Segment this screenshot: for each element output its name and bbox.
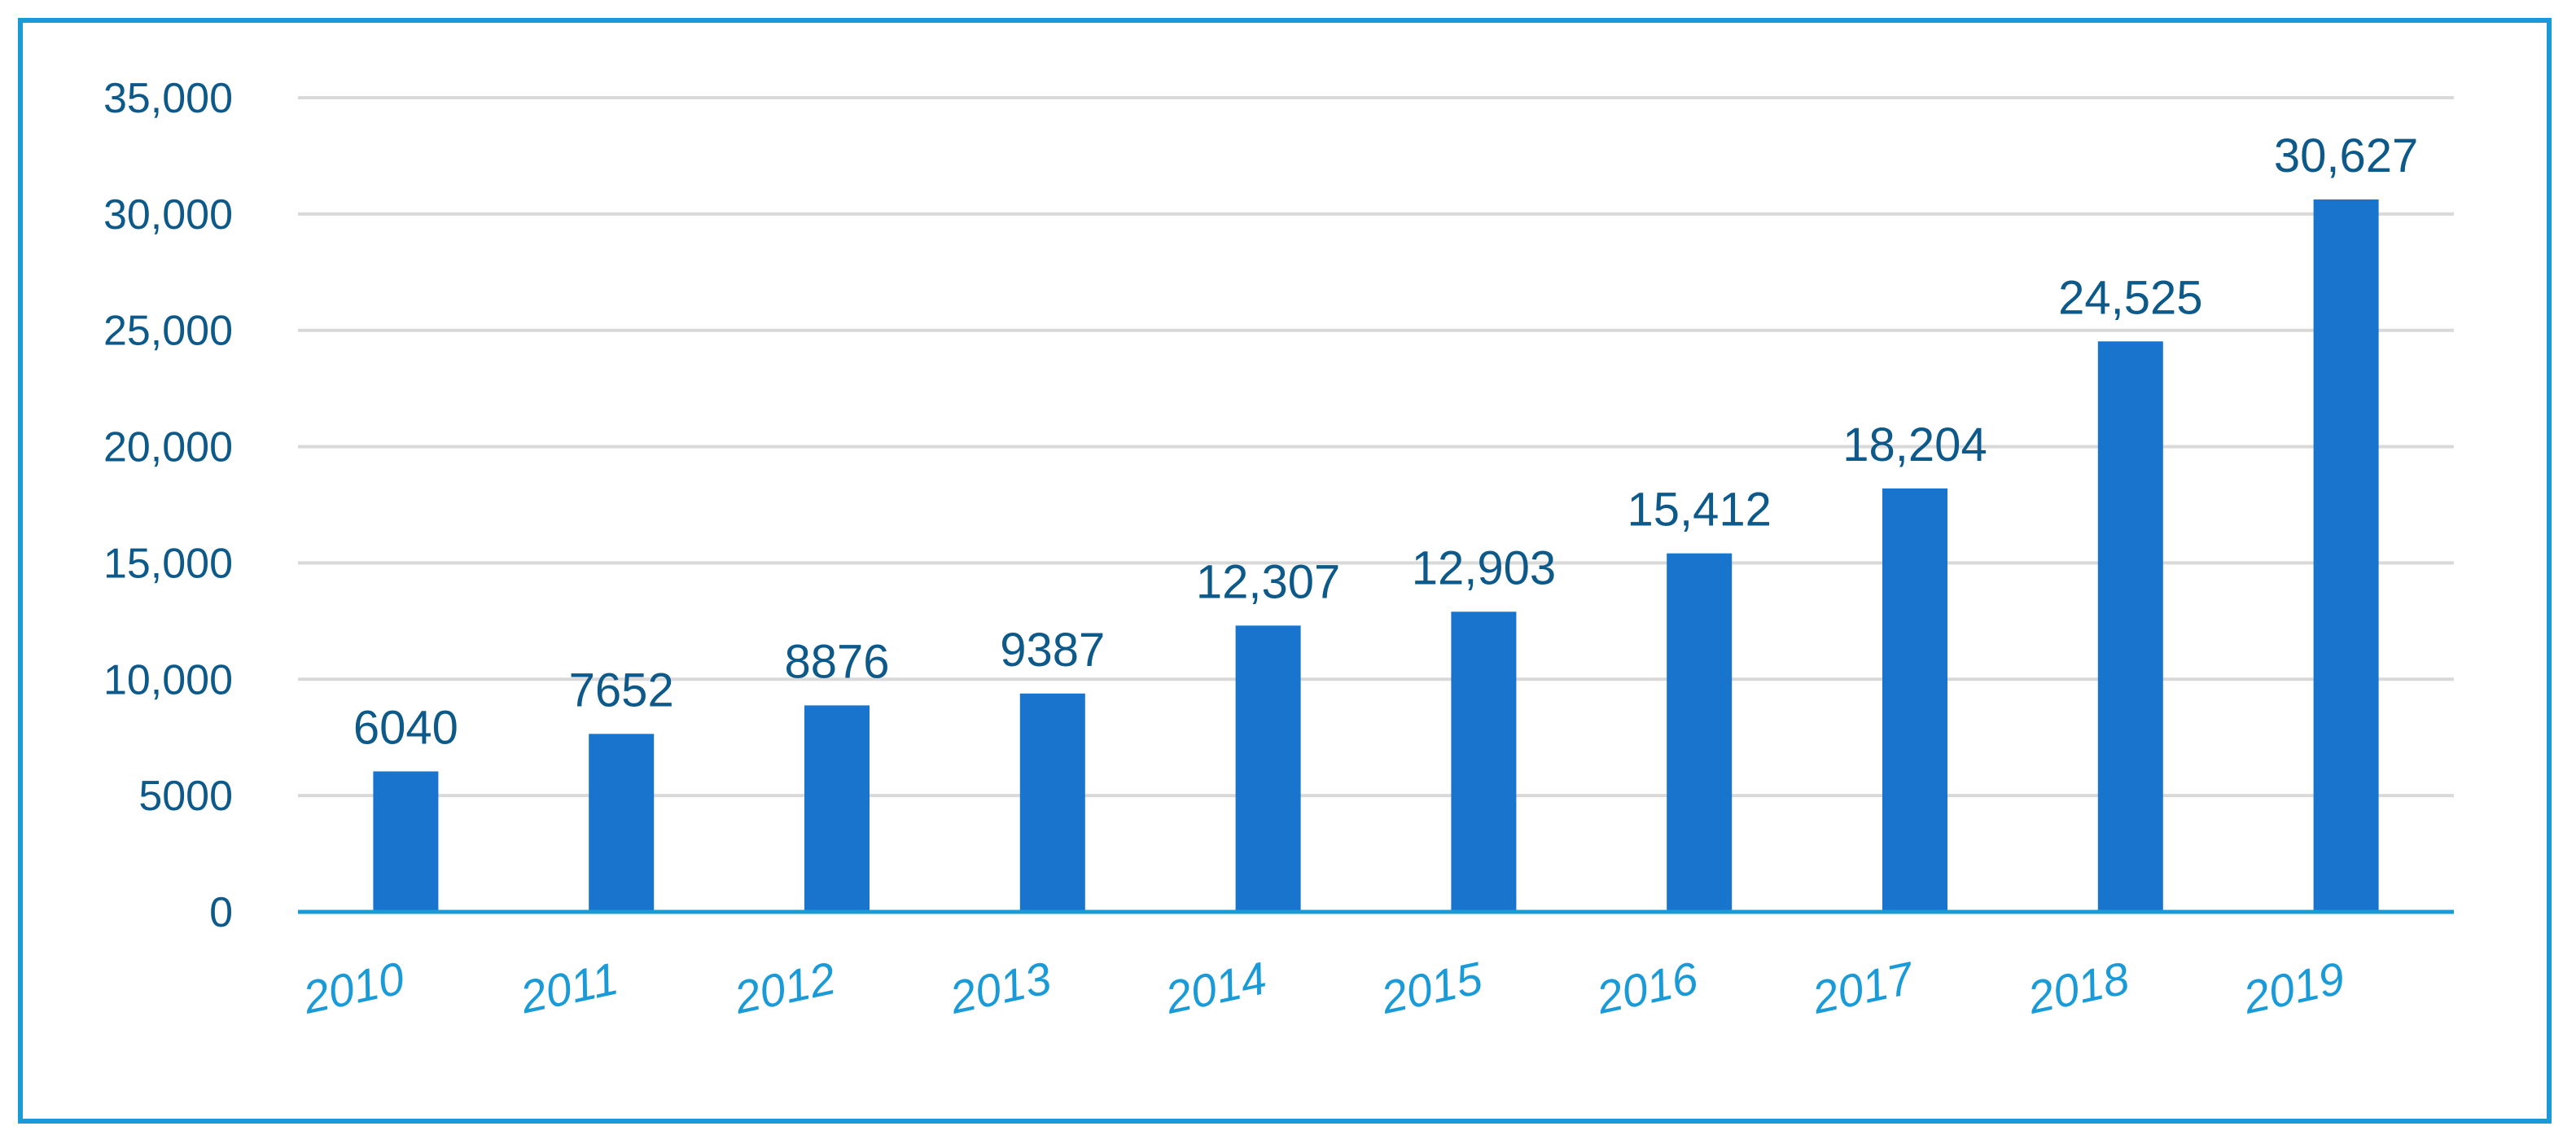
y-tick-label: 35,000 xyxy=(103,75,233,122)
bar-2015 xyxy=(1451,611,1517,912)
x-axis-tick-labels: 2010 2011 2012 2013 2014 2015 2016 2017 2018 2019 xyxy=(298,952,2349,1023)
data-label-2016: 15,412 xyxy=(1627,484,1771,537)
bar-2019 xyxy=(2313,199,2379,912)
y-axis-tick-labels: 0 5000 10,000 15,000 20,000 25,000 30,000 35,00… xyxy=(103,75,233,936)
data-label-2012: 8876 xyxy=(784,635,889,688)
data-label-2018: 24,525 xyxy=(2058,271,2202,324)
data-label-2010: 6040 xyxy=(353,701,458,754)
x-tick-label-2019: 2019 xyxy=(2238,952,2349,1023)
y-tick-label: 10,000 xyxy=(103,656,233,703)
bar-2011 xyxy=(589,734,655,912)
data-label-2015: 12,903 xyxy=(1412,541,1556,594)
bar-2016 xyxy=(1667,553,1733,912)
data-label-2017: 18,204 xyxy=(1842,418,1987,471)
data-label-2014: 12,307 xyxy=(1196,555,1340,608)
bar-2013 xyxy=(1019,693,1085,912)
data-labels: 6040 7652 8876 9387 12,307 12,903 15,412 18,204… xyxy=(353,129,2418,754)
x-tick-label-2013: 2013 xyxy=(944,952,1055,1023)
x-tick-label-2011: 2011 xyxy=(515,953,623,1023)
y-tick-label: 15,000 xyxy=(103,540,233,587)
bar-2018 xyxy=(2097,341,2163,912)
bar-2012 xyxy=(804,705,870,912)
data-label-2013: 9387 xyxy=(1000,624,1105,677)
x-tick-label-2015: 2015 xyxy=(1376,952,1487,1023)
bar-chart: 0 5000 10,000 15,000 20,000 25,000 30,000 35,00… xyxy=(103,75,2454,1023)
bars xyxy=(373,199,2379,912)
y-tick-label: 5000 xyxy=(138,773,233,820)
x-tick-label-2014: 2014 xyxy=(1160,952,1271,1023)
bar-2014 xyxy=(1235,625,1301,912)
bar-2017 xyxy=(1882,488,1947,912)
y-tick-label: 30,000 xyxy=(103,191,233,239)
y-tick-label: 0 xyxy=(209,889,233,936)
x-tick-label-2010: 2010 xyxy=(298,952,409,1023)
chart-frame: 0 5000 10,000 15,000 20,000 25,000 30,000 35,00… xyxy=(18,18,2552,1124)
x-tick-label-2018: 2018 xyxy=(2022,952,2133,1023)
y-tick-label: 20,000 xyxy=(103,424,233,471)
data-label-2011: 7652 xyxy=(569,664,674,716)
gridlines xyxy=(298,96,2454,798)
bar-2010 xyxy=(373,771,439,912)
x-tick-label-2017: 2017 xyxy=(1807,952,1919,1023)
x-tick-label-2012: 2012 xyxy=(729,952,839,1023)
x-tick-label-2016: 2016 xyxy=(1592,952,1703,1023)
data-label-2019: 30,627 xyxy=(2274,129,2418,182)
y-tick-label: 25,000 xyxy=(103,308,233,355)
